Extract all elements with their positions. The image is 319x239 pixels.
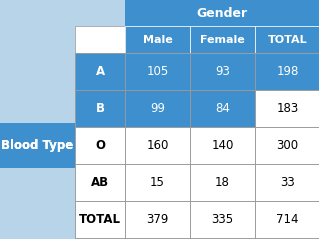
Bar	[190, 164, 255, 201]
Bar	[190, 127, 255, 164]
Text: 198: 198	[276, 65, 299, 78]
Bar	[75, 53, 125, 90]
Text: 379: 379	[146, 213, 169, 226]
Bar	[255, 26, 319, 53]
Bar	[255, 53, 319, 90]
Text: 300: 300	[277, 139, 299, 152]
Text: 335: 335	[211, 213, 234, 226]
Text: 160: 160	[146, 139, 169, 152]
Text: Gender: Gender	[197, 6, 248, 20]
Bar	[0, 26, 75, 53]
Text: 105: 105	[146, 65, 169, 78]
Text: 183: 183	[276, 102, 299, 115]
Bar	[255, 127, 319, 164]
Text: Female: Female	[200, 34, 245, 44]
Bar	[190, 53, 255, 90]
Bar	[255, 90, 319, 127]
Bar	[125, 53, 190, 90]
Bar	[190, 90, 255, 127]
Text: AB: AB	[91, 176, 109, 189]
Text: O: O	[95, 139, 105, 152]
Bar	[125, 90, 190, 127]
Bar	[125, 201, 190, 238]
Text: Male: Male	[143, 34, 172, 44]
Text: 84: 84	[215, 102, 230, 115]
Bar	[255, 201, 319, 238]
Bar	[75, 127, 125, 164]
Bar	[0, 0, 125, 26]
Text: 18: 18	[215, 176, 230, 189]
Text: 99: 99	[150, 102, 165, 115]
Bar	[75, 164, 125, 201]
Text: 15: 15	[150, 176, 165, 189]
Bar	[0, 53, 75, 238]
Bar	[75, 90, 125, 127]
Text: 33: 33	[280, 176, 295, 189]
Bar	[75, 26, 125, 53]
Bar	[125, 127, 190, 164]
Bar	[125, 26, 190, 53]
Bar	[75, 201, 125, 238]
Bar	[125, 0, 319, 26]
Text: Blood Type: Blood Type	[1, 139, 74, 152]
Text: Blood Type: Blood Type	[1, 139, 74, 152]
Text: B: B	[95, 102, 105, 115]
Text: 714: 714	[276, 213, 299, 226]
Text: TOTAL: TOTAL	[268, 34, 307, 44]
Bar	[190, 201, 255, 238]
Bar	[190, 26, 255, 53]
Text: A: A	[95, 65, 105, 78]
Text: 140: 140	[211, 139, 234, 152]
Text: 93: 93	[215, 65, 230, 78]
Bar	[255, 164, 319, 201]
Bar	[0, 123, 75, 168]
Text: TOTAL: TOTAL	[79, 213, 121, 226]
Bar	[125, 164, 190, 201]
